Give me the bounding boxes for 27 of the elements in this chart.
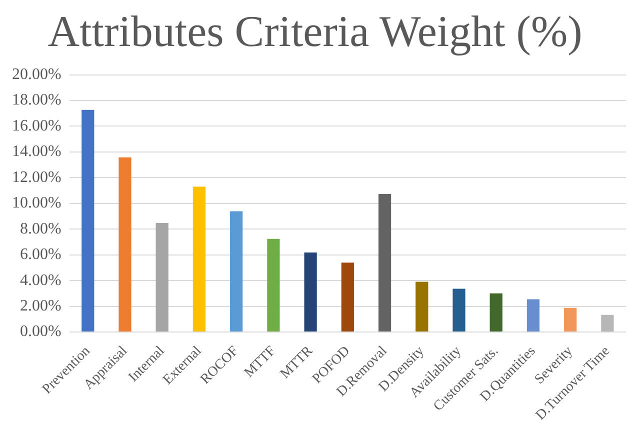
bar <box>416 282 428 332</box>
chart-title: Attributes Criteria Weight (%) <box>48 6 582 56</box>
bar <box>601 314 614 332</box>
bar <box>378 194 392 332</box>
bar <box>230 211 243 332</box>
bar <box>526 299 540 332</box>
bar <box>490 293 502 332</box>
y-tick-label: 4.00% <box>20 272 62 289</box>
y-tick-label: 6.00% <box>20 246 62 264</box>
y-tick-label: 0.00% <box>20 323 62 340</box>
y-tick-label: 8.00% <box>20 220 62 238</box>
y-tick-label: 16.00% <box>12 117 62 134</box>
y-tick-label: 14.00% <box>12 143 62 160</box>
bar <box>156 222 168 332</box>
bar <box>452 288 466 332</box>
bar <box>192 186 206 332</box>
y-tick-label: 2.00% <box>20 297 62 314</box>
bar <box>118 157 132 332</box>
y-tick-label: 18.00% <box>12 92 62 109</box>
y-tick-label: 10.00% <box>12 194 62 212</box>
bar <box>82 110 94 332</box>
bar <box>564 308 577 332</box>
bar <box>341 262 354 332</box>
y-tick-label: 20.00% <box>12 66 62 84</box>
bar <box>267 238 280 332</box>
bar <box>304 252 317 332</box>
y-tick-label: 12.00% <box>12 168 62 186</box>
